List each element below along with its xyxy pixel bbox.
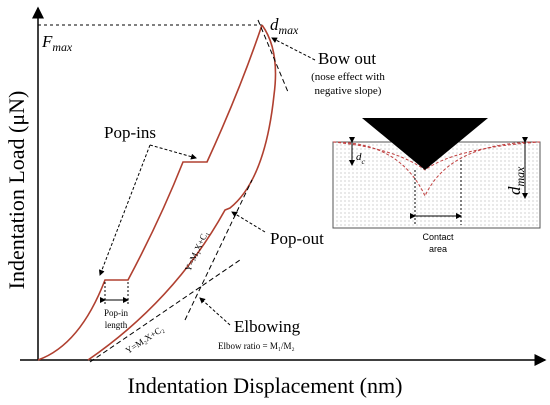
contact-area: Contact bbox=[422, 232, 454, 242]
inset-dmax: dmax bbox=[505, 166, 527, 195]
elbow-ratio: Elbow ratio = M₁/M₂ bbox=[218, 341, 295, 351]
symbol: d bbox=[270, 15, 279, 34]
elbowing: Elbowing bbox=[234, 317, 301, 336]
dc: dc bbox=[356, 151, 366, 166]
profile bbox=[332, 141, 541, 198]
subscript: c bbox=[362, 157, 366, 166]
x-label: Indentation Displacement (nm) bbox=[128, 373, 403, 398]
pop-in-length: Pop-in bbox=[104, 308, 129, 318]
bow-out: Bow out bbox=[318, 49, 376, 68]
dmax: dmax bbox=[270, 15, 299, 37]
profile bbox=[332, 141, 541, 171]
arrow bbox=[98, 144, 151, 276]
fmax: Fmax bbox=[41, 32, 73, 54]
pop-ins: Pop-ins bbox=[104, 123, 156, 142]
arrow bbox=[271, 37, 316, 61]
pop-out: Pop-out bbox=[270, 229, 324, 248]
subscript: max bbox=[52, 40, 73, 54]
tangent-1 bbox=[184, 179, 253, 321]
symbol: F bbox=[41, 32, 53, 51]
symbol: d bbox=[505, 186, 524, 195]
indenter bbox=[362, 118, 488, 170]
arrow bbox=[199, 297, 231, 326]
subscript: max bbox=[513, 166, 527, 187]
note: (nose effect with bbox=[311, 71, 385, 83]
y-label: Indentation Load (μN) bbox=[4, 91, 29, 290]
contact-area: area bbox=[429, 244, 447, 254]
note: negative slope) bbox=[315, 85, 382, 97]
symbol: d bbox=[356, 151, 362, 163]
bow-tangent bbox=[257, 19, 289, 93]
subscript: max bbox=[279, 23, 300, 37]
loading-curve bbox=[37, 24, 263, 361]
tangent-2 bbox=[89, 259, 241, 363]
pop-in-length: length bbox=[105, 320, 128, 330]
arrow bbox=[149, 144, 197, 160]
unloading-curve bbox=[87, 24, 277, 361]
eq1: Y=M₁X+C₁ bbox=[183, 229, 210, 273]
arrow bbox=[231, 211, 266, 233]
